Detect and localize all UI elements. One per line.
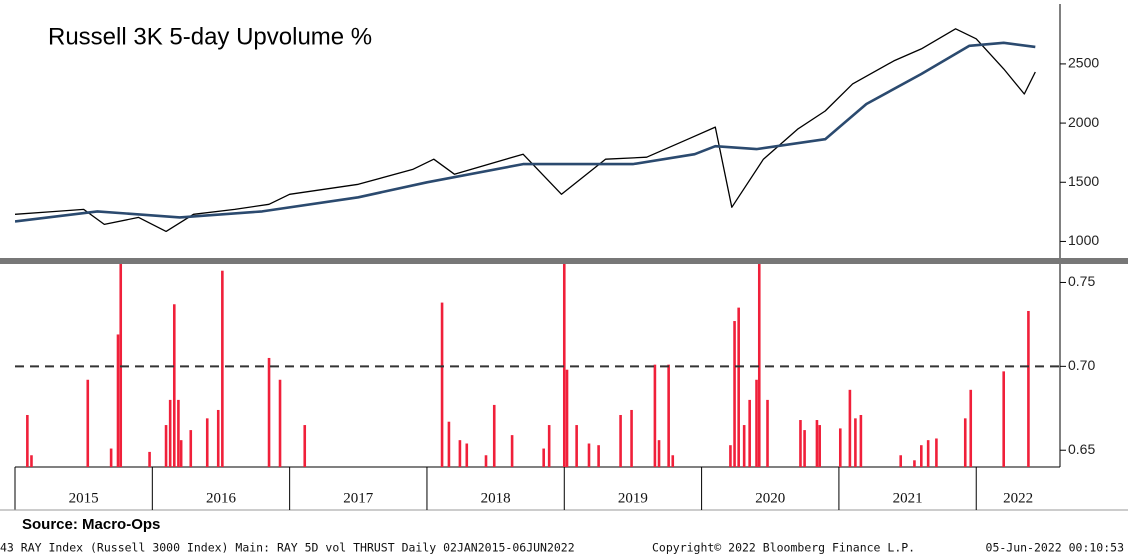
bar (205, 418, 209, 467)
bar (177, 399, 180, 467)
year-label: 2016 (206, 490, 237, 506)
footer-copyright: Copyright© 2022 Bloomberg Finance L.P. (652, 541, 915, 555)
bar (757, 264, 761, 467)
bar (216, 409, 220, 467)
bar (172, 304, 176, 467)
year-label: 2022 (1003, 490, 1033, 506)
year-label: 2021 (893, 490, 923, 506)
bar (748, 399, 751, 467)
bar (963, 418, 967, 467)
bar (671, 455, 675, 467)
bar (164, 425, 168, 467)
bar (619, 414, 622, 467)
bar (1002, 371, 1005, 467)
bar (303, 425, 307, 467)
bar (667, 364, 670, 467)
chart-title: Russell 3K 5-day Upvolume % (48, 23, 372, 50)
year-label: 2019 (618, 490, 648, 506)
footer-left: 43 RAY Index (Russell 3000 Index) Main: … (0, 541, 575, 555)
bar (838, 428, 842, 467)
bar (109, 448, 113, 467)
bar (562, 264, 566, 467)
bar (179, 440, 183, 467)
bar (189, 430, 193, 467)
year-label: 2020 (755, 490, 785, 506)
bar (737, 307, 740, 467)
bar (492, 404, 496, 467)
bar (465, 443, 469, 467)
footer-date: 05-Jun-2022 00:10:53 (986, 541, 1125, 555)
bar (221, 270, 224, 467)
bar (818, 425, 821, 467)
bar (30, 455, 33, 467)
bar (854, 418, 857, 467)
y-tick-label: 2500 (1068, 55, 1099, 71)
year-label: 2015 (69, 490, 99, 506)
bar (733, 321, 736, 467)
bar (969, 389, 973, 467)
moving-average-line (15, 41, 1036, 223)
y-tick-label: 1500 (1068, 173, 1099, 189)
bar (803, 430, 806, 467)
bar (547, 425, 551, 467)
bar (899, 455, 903, 467)
bar (653, 364, 657, 467)
bar (935, 438, 938, 467)
bar (278, 379, 282, 467)
bar (440, 302, 444, 467)
bar (630, 409, 633, 467)
year-label: 2017 (343, 490, 374, 506)
bar (729, 445, 732, 467)
bar (86, 379, 90, 467)
y-tick-label: 0.65 (1068, 441, 1095, 457)
bar (447, 421, 451, 467)
bar (799, 420, 802, 467)
bar (913, 460, 916, 467)
bar (565, 369, 569, 467)
bar (267, 357, 271, 467)
bar (766, 399, 769, 467)
bar (742, 425, 746, 467)
y-tick-label: 2000 (1068, 114, 1099, 130)
y-tick-label: 1000 (1068, 232, 1099, 248)
y-tick-label: 0.70 (1068, 357, 1095, 373)
bar (657, 440, 661, 467)
bar (116, 334, 120, 467)
bar (148, 451, 151, 467)
bar (458, 440, 462, 467)
bar (587, 443, 591, 467)
bar (26, 414, 29, 467)
bar (859, 414, 863, 467)
bar (926, 440, 930, 467)
price-line (15, 28, 1036, 233)
bar (542, 448, 545, 467)
bar (510, 435, 514, 467)
year-label: 2018 (481, 490, 511, 506)
bar (168, 399, 172, 467)
bar (815, 420, 819, 467)
bar (575, 425, 578, 467)
bar (920, 445, 923, 467)
bar (484, 455, 488, 467)
bar (1027, 310, 1030, 467)
panel-divider (0, 258, 1128, 264)
source: Source: Macro-Ops (22, 516, 160, 533)
bar (848, 389, 852, 467)
bar (755, 379, 758, 467)
bar (597, 445, 600, 467)
y-tick-label: 0.75 (1068, 273, 1095, 289)
